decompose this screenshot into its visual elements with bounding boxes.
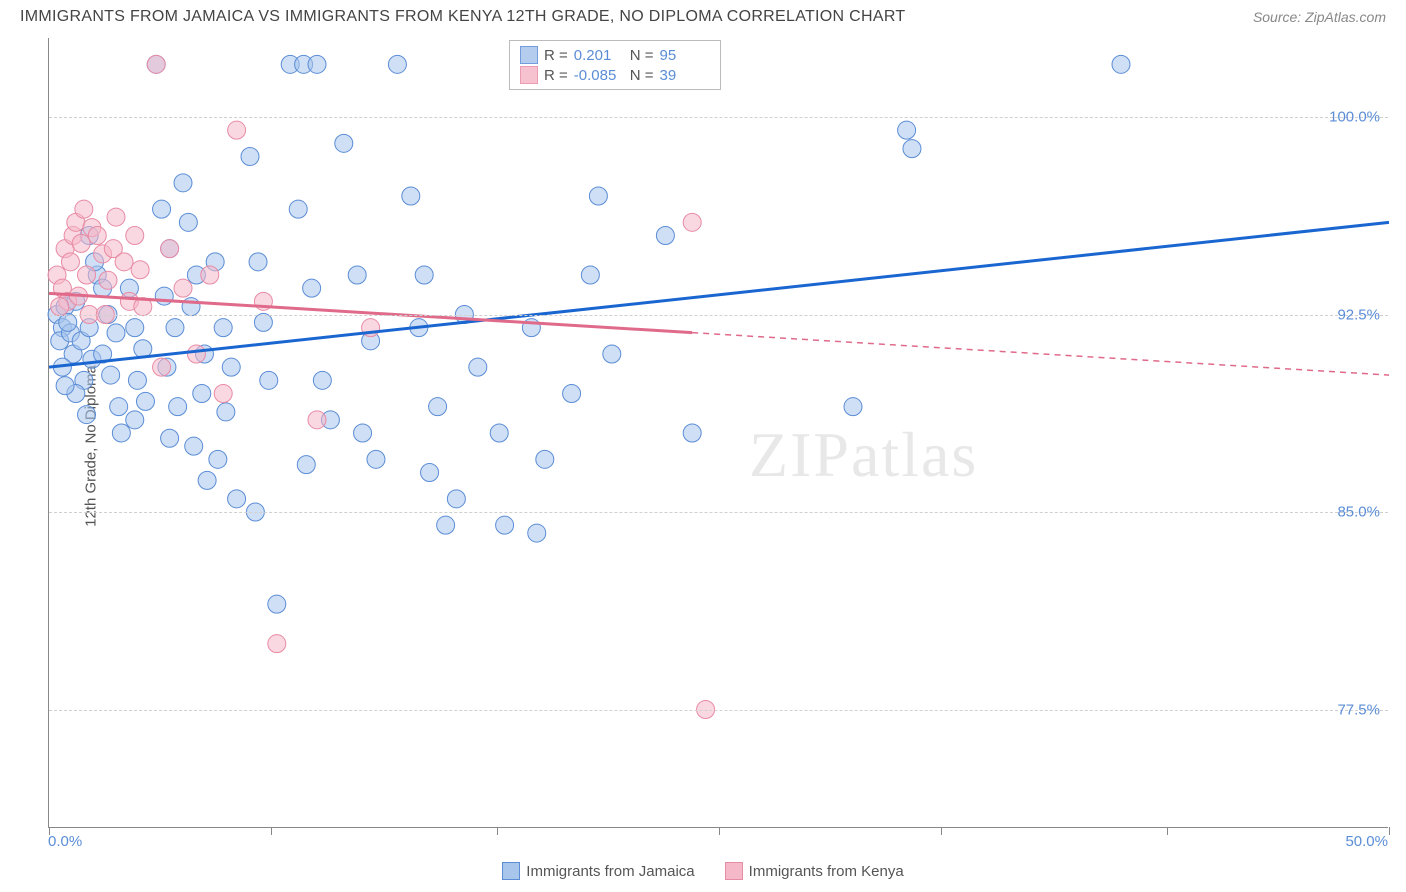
y-tick-label: 92.5% [1337,306,1380,323]
correlation-legend: R = 0.201 N = 95 R = -0.085 N = 39 [509,40,721,90]
x-max-label: 50.0% [1345,833,1388,850]
chart-title: IMMIGRANTS FROM JAMAICA VS IMMIGRANTS FR… [20,8,905,26]
legend-item-jamaica: Immigrants from Jamaica [502,862,694,880]
legend-swatch-jamaica [502,862,520,880]
chart-header: IMMIGRANTS FROM JAMAICA VS IMMIGRANTS FR… [0,0,1406,30]
legend-label-kenya: Immigrants from Kenya [749,863,904,880]
correlation-legend-row: R = -0.085 N = 39 [520,65,710,85]
chart-plot-area: ZIPatlas R = 0.201 N = 95 R = -0.085 N =… [48,38,1388,828]
series-legend: Immigrants from Jamaica Immigrants from … [0,862,1406,880]
source-name: ZipAtlas.com [1305,9,1386,25]
y-tick-label: 85.0% [1337,504,1380,521]
legend-label-jamaica: Immigrants from Jamaica [526,863,694,880]
source-prefix: Source: [1253,9,1305,25]
correlation-legend-row: R = 0.201 N = 95 [520,45,710,65]
legend-swatch-kenya [725,862,743,880]
chart-source: Source: ZipAtlas.com [1253,9,1386,25]
y-tick-label: 100.0% [1329,109,1380,126]
y-tick-label: 77.5% [1337,701,1380,718]
legend-item-kenya: Immigrants from Kenya [725,862,904,880]
x-min-label: 0.0% [48,833,82,850]
